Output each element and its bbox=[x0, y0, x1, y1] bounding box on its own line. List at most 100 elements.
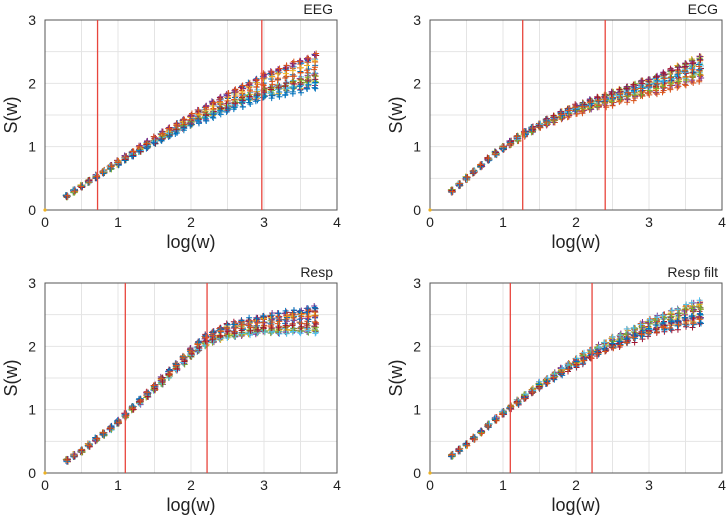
scatter-point bbox=[245, 96, 252, 103]
scatter-point bbox=[572, 104, 579, 111]
scatter-point bbox=[262, 93, 269, 100]
scatter-point bbox=[668, 318, 675, 325]
scatter-point bbox=[100, 170, 107, 177]
panel-title: Resp bbox=[300, 264, 333, 280]
scatter-point bbox=[630, 81, 637, 88]
scatter-point bbox=[311, 84, 318, 91]
scatter-point bbox=[150, 133, 157, 140]
x-tick-label: 1 bbox=[114, 477, 122, 493]
scatter-point bbox=[689, 74, 696, 81]
scatter-point bbox=[86, 443, 93, 450]
scatter-point bbox=[558, 370, 565, 377]
x-tick-label: 1 bbox=[499, 214, 507, 230]
y-tick-label: 2 bbox=[28, 338, 36, 354]
plot-frame bbox=[44, 19, 338, 211]
scatter-point bbox=[631, 332, 638, 339]
scatter-point bbox=[688, 313, 695, 320]
scatter-point bbox=[609, 340, 616, 347]
scatter-points bbox=[62, 50, 320, 201]
scatter-point bbox=[304, 54, 311, 61]
scatter-point bbox=[689, 66, 696, 73]
y-axis-label: S(w) bbox=[1, 97, 21, 134]
scatter-point bbox=[513, 400, 520, 407]
scatter-point bbox=[630, 334, 637, 341]
scatter-point bbox=[491, 151, 498, 158]
scatter-point bbox=[224, 321, 231, 328]
scatter-point bbox=[225, 106, 232, 113]
x-tick-label: 2 bbox=[187, 477, 195, 493]
scatter-point bbox=[652, 322, 659, 329]
scatter-point bbox=[666, 324, 673, 331]
panel-title: Resp filt bbox=[667, 264, 718, 280]
scatter-point bbox=[305, 313, 312, 320]
scatter-point bbox=[174, 129, 181, 136]
scatter-point bbox=[529, 125, 536, 132]
scatter-point bbox=[676, 310, 683, 317]
scatter-point bbox=[594, 94, 601, 101]
scatter-point bbox=[630, 87, 637, 94]
scatter-point bbox=[463, 174, 470, 181]
scatter-point bbox=[609, 94, 616, 101]
scatter-point bbox=[93, 173, 100, 180]
scatter-point bbox=[471, 436, 478, 443]
scatter-point bbox=[202, 115, 209, 122]
scatter-point bbox=[581, 355, 588, 362]
scatter-point bbox=[290, 307, 297, 314]
scatter-point bbox=[186, 347, 193, 354]
scatter-point bbox=[253, 76, 260, 83]
scatter-point bbox=[668, 67, 675, 74]
scatter-point bbox=[179, 354, 186, 361]
scatter-point bbox=[230, 104, 237, 111]
x-tick-label: 1 bbox=[499, 477, 507, 493]
scatter-point bbox=[630, 325, 637, 332]
scatter-point bbox=[268, 324, 275, 331]
scatter-point bbox=[499, 411, 506, 418]
scatter-point bbox=[230, 321, 237, 328]
scatter-point bbox=[144, 143, 151, 150]
scatter-point bbox=[260, 313, 267, 320]
scatter-point bbox=[210, 332, 217, 339]
scatter-point bbox=[660, 324, 667, 331]
scatter-point bbox=[588, 355, 595, 362]
scatter-point bbox=[608, 98, 615, 105]
y-tick-label: 3 bbox=[413, 12, 421, 28]
scatter-point bbox=[637, 321, 644, 328]
scatter-point bbox=[245, 322, 252, 329]
scatter-point bbox=[595, 344, 602, 351]
scatter-point bbox=[137, 398, 144, 405]
x-tick-label: 3 bbox=[260, 477, 268, 493]
y-tick-label: 2 bbox=[413, 338, 421, 354]
scatter-point bbox=[115, 159, 122, 166]
scatter-point bbox=[456, 445, 463, 452]
scatter-point bbox=[594, 103, 601, 110]
x-tick-label: 0 bbox=[426, 214, 434, 230]
scatter-point bbox=[608, 335, 615, 342]
scatter-point bbox=[565, 366, 572, 373]
x-tick-label: 4 bbox=[718, 477, 726, 493]
scatter-point bbox=[581, 349, 588, 356]
scatter-point bbox=[129, 405, 136, 412]
x-tick-label: 3 bbox=[260, 214, 268, 230]
scatter-point bbox=[209, 336, 216, 343]
scatter-point bbox=[645, 319, 652, 326]
scatter-point bbox=[675, 321, 682, 328]
scatter-point bbox=[144, 393, 151, 400]
scatter-point bbox=[674, 306, 681, 313]
scatter-point bbox=[253, 315, 260, 322]
scatter-point bbox=[296, 83, 303, 90]
scatter-point bbox=[123, 412, 130, 419]
scatter-point bbox=[485, 155, 492, 162]
scatter-point bbox=[690, 306, 697, 313]
x-tick-label: 3 bbox=[645, 477, 653, 493]
y-axis-label: S(w) bbox=[1, 360, 21, 397]
scatter-point bbox=[166, 133, 173, 140]
scatter-point bbox=[217, 328, 224, 335]
scatter-point bbox=[456, 180, 463, 187]
scatter-point bbox=[181, 125, 188, 132]
scatter-point bbox=[63, 193, 70, 200]
scatter-point bbox=[304, 315, 311, 322]
scatter-point bbox=[550, 374, 557, 381]
scatter-point bbox=[94, 435, 101, 442]
scatter-point bbox=[108, 424, 115, 431]
scatter-point bbox=[181, 358, 188, 365]
